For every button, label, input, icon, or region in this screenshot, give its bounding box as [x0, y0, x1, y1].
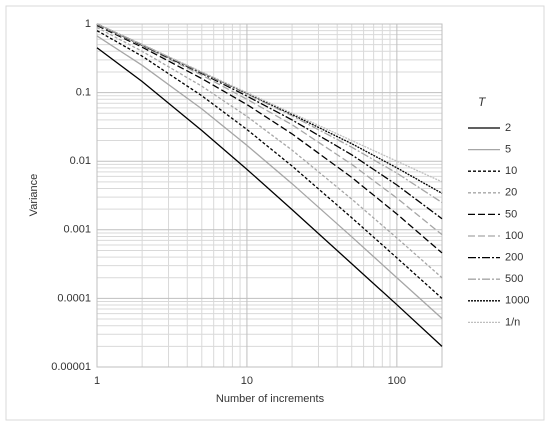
legend-title: T	[478, 95, 487, 109]
legend-label: 20	[505, 187, 517, 199]
x-axis-label: Number of increments	[216, 393, 325, 405]
series-line	[96, 24, 443, 236]
y-tick-label: 0.01	[70, 155, 91, 167]
plot-area	[96, 23, 443, 368]
y-tick-label: 0.1	[76, 87, 91, 99]
y-tick-label: 0.001	[63, 224, 91, 236]
x-tick-label: 10	[241, 375, 253, 387]
series-line	[96, 35, 443, 319]
legend-label: 2	[505, 122, 511, 134]
legend-label: 1000	[505, 295, 529, 307]
legend-label: 50	[505, 208, 517, 220]
series-line	[96, 24, 443, 254]
y-tick-label: 0.0001	[57, 292, 91, 304]
y-tick-label: 1	[85, 18, 91, 30]
x-tick-label: 1	[94, 375, 100, 387]
y-axis-label: Variance	[28, 174, 40, 217]
series-line	[96, 47, 443, 347]
x-tick-label: 100	[388, 375, 406, 387]
legend-label: 5	[505, 144, 511, 156]
y-tick-label: 0.00001	[51, 361, 91, 373]
series-line	[96, 30, 443, 299]
legend-label: 10	[505, 165, 517, 177]
legend-label: 500	[505, 273, 523, 285]
legend-label: 100	[505, 230, 523, 242]
legend-label: 1/n	[505, 316, 520, 328]
legend-label: 200	[505, 252, 523, 264]
series-line	[96, 26, 443, 279]
chart-frame	[5, 5, 545, 421]
series-line	[96, 23, 443, 183]
